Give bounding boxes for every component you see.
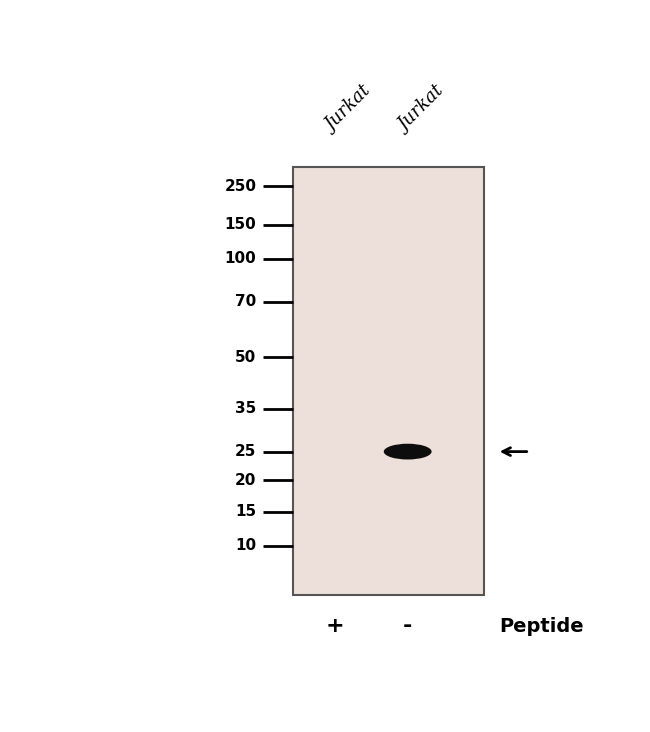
Ellipse shape: [384, 444, 432, 460]
Text: 15: 15: [235, 504, 257, 519]
Text: 70: 70: [235, 294, 257, 309]
Bar: [292, 167, 484, 595]
Text: 10: 10: [235, 538, 257, 553]
Text: 25: 25: [235, 444, 257, 459]
Text: 50: 50: [235, 350, 257, 365]
Text: 100: 100: [225, 251, 257, 266]
Text: 20: 20: [235, 473, 257, 488]
Text: -: -: [403, 616, 412, 636]
Text: +: +: [326, 616, 344, 636]
Text: Peptide: Peptide: [499, 616, 584, 635]
Text: 150: 150: [225, 217, 257, 232]
Text: 250: 250: [224, 179, 257, 193]
Text: 35: 35: [235, 401, 257, 417]
Text: Jurkat: Jurkat: [395, 83, 448, 135]
Text: Jurkat: Jurkat: [322, 83, 375, 135]
